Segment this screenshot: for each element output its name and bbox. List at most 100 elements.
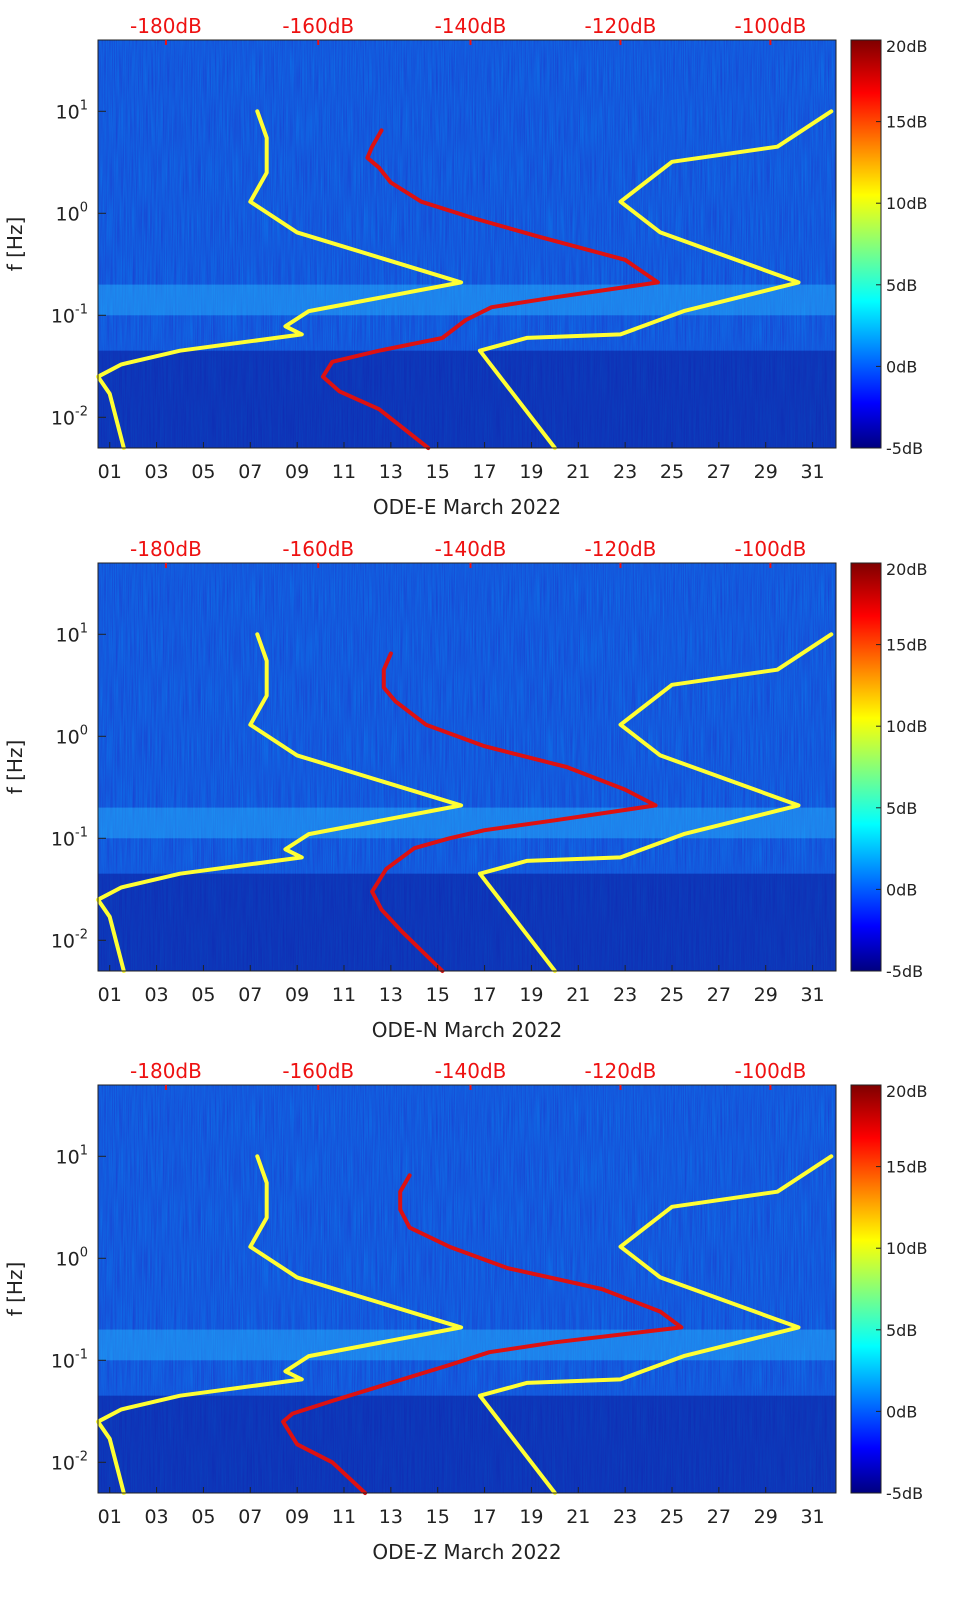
y-tick-label: 101 [56,1143,88,1168]
x-tick-label: 23 [613,984,637,1006]
colorbar [850,39,882,449]
x-tick-label: 23 [613,461,637,483]
colorbar-tick-label: 10dB [886,1239,928,1258]
top-tick-label: -180dB [130,537,202,561]
x-tick-label: 03 [144,461,168,483]
x-tick-label: 13 [379,984,403,1006]
x-axis-label: ODE-Z March 2022 [372,1540,561,1564]
x-tick-label: 01 [98,461,122,483]
colorbar-tick-label: -5dB [886,439,923,458]
x-tick-label: 09 [285,1506,309,1528]
x-tick-label: 17 [472,984,496,1006]
x-tick-label: 31 [800,1506,824,1528]
colorbar-tick-label: 5dB [886,276,917,295]
colorbar-tick-label: 15dB [886,636,928,655]
noise-model-yellow-line [96,1154,464,1495]
y-tick-label: 10-2 [51,1449,88,1474]
x-tick-label: 27 [707,461,731,483]
colorbar [850,1084,882,1494]
top-tick-label: -120dB [585,14,657,38]
panel-ode-z: 01 03 05 07 09 11 13 15 17 19 21 23 25 27 29 31 10-2 10-… [3,1059,928,1564]
colorbar-tick-label: 20dB [886,1082,928,1101]
colorbar-tick-label: -5dB [886,1484,923,1503]
x-tick-label: 03 [144,1506,168,1528]
top-tick-label: -140dB [435,1059,507,1083]
x-tick-label: 07 [238,461,262,483]
colorbar-tick-label: 5dB [886,799,917,818]
x-tick-label: 15 [426,984,450,1006]
noise-model-yellow-line [96,109,464,450]
colorbar-tick-label: 0dB [886,880,917,899]
colorbar-tick-label: 10dB [886,194,928,213]
top-tick-label: -180dB [130,1059,202,1083]
x-tick-label: 31 [800,984,824,1006]
noise-model-yellow-line [477,1154,834,1495]
top-tick-label: -100dB [734,14,806,38]
top-tick-label: -100dB [734,1059,806,1083]
x-tick-label: 05 [191,1506,215,1528]
y-tick-label: 10-2 [51,927,88,952]
x-tick-label: 19 [519,461,543,483]
y-axis-label: f [Hz] [3,217,27,272]
noise-model-red-line [281,1173,684,1495]
colorbar-tick-label: 0dB [886,1402,917,1421]
y-tick-label: 10-2 [51,404,88,429]
panel-ode-n: 01 03 05 07 09 11 13 15 17 19 21 23 25 27 29 31 10-2 10-… [3,537,928,1042]
x-tick-label: 05 [191,461,215,483]
x-tick-label: 29 [754,1506,778,1528]
top-tick-label: -140dB [435,14,507,38]
x-tick-label: 29 [754,461,778,483]
y-tick-label: 100 [56,200,88,225]
x-tick-label: 11 [332,461,356,483]
y-tick-label: 101 [56,98,88,123]
x-tick-label: 11 [332,1506,356,1528]
top-tick-label: -120dB [585,537,657,561]
x-tick-label: 21 [566,984,590,1006]
noise-model-yellow-line [477,109,834,450]
microseism-band [98,1329,836,1361]
plot-frame [97,39,837,449]
x-axis-label: ODE-N March 2022 [372,1018,563,1042]
top-tick-label: -160dB [282,537,354,561]
x-tick-label: 31 [800,461,824,483]
y-tick-label: 10-1 [51,302,88,327]
x-tick-label: 27 [707,984,731,1006]
colorbar [850,562,882,972]
low-frequency-band [98,1395,836,1493]
y-tick-label: 100 [56,1245,88,1270]
x-tick-label: 13 [379,461,403,483]
colorbar-tick-label: 20dB [886,560,928,579]
x-tick-label: 07 [238,984,262,1006]
x-tick-label: 17 [472,1506,496,1528]
x-axis-label: ODE-E March 2022 [373,495,561,519]
colorbar-tick-label: 20dB [886,37,928,56]
panel-ode-e: 01 03 05 07 09 11 13 15 17 19 21 23 25 27 29 31 10-2 10-… [3,14,928,519]
x-tick-label: 15 [426,461,450,483]
colorbar-tick-label: 15dB [886,1158,928,1177]
x-tick-label: 21 [566,461,590,483]
top-tick-label: -120dB [585,1059,657,1083]
noise-model-red-line [320,128,660,450]
low-frequency-band [98,350,836,448]
x-tick-label: 11 [332,984,356,1006]
top-tick-label: -180dB [130,14,202,38]
top-tick-label: -160dB [282,14,354,38]
plot-frame [97,562,837,972]
colorbar-tick-label: 0dB [886,357,917,376]
x-tick-label: 25 [660,461,684,483]
noise-model-yellow-line [96,632,464,973]
noise-model-red-line [370,651,658,973]
x-tick-label: 01 [98,984,122,1006]
x-tick-label: 25 [660,1506,684,1528]
x-tick-label: 13 [379,1506,403,1528]
microseism-band [98,284,836,316]
colorbar-tick-label: 5dB [886,1321,917,1340]
x-tick-label: 21 [566,1506,590,1528]
x-tick-label: 15 [426,1506,450,1528]
x-tick-label: 07 [238,1506,262,1528]
x-tick-label: 09 [285,461,309,483]
colorbar-tick-label: -5dB [886,962,923,981]
x-tick-label: 17 [472,461,496,483]
plot-frame [97,1084,837,1494]
